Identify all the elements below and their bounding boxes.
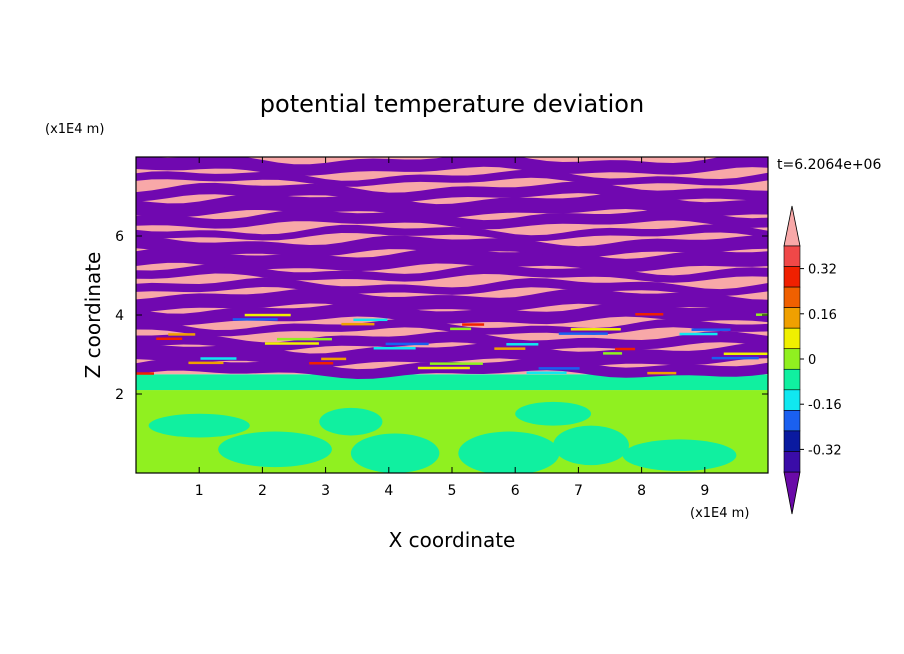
contour-streak: [450, 327, 472, 331]
mixed-layer-eddy: [622, 439, 737, 472]
contour-streak: [321, 357, 347, 361]
x-tick-label: 5: [448, 483, 457, 499]
mixed-layer-eddy: [458, 431, 560, 473]
contour-streak: [200, 357, 237, 360]
contour-streak: [417, 366, 470, 370]
colorbar: 0.32 0.16 0 -0.16 -0.32: [783, 205, 842, 515]
colorbar-box: [783, 451, 801, 473]
contour-streak: [691, 328, 731, 331]
colorbar-tick-label: 0.16: [808, 308, 837, 323]
colorbar-under-arrow: [783, 471, 801, 515]
contour-streak: [429, 362, 483, 365]
colorbar-box: [783, 348, 801, 370]
colorbar-tick-label: 0: [808, 353, 816, 368]
stratified-band: [136, 331, 768, 352]
stratified-band: [136, 288, 768, 313]
y-axis-title: Z coordinate: [81, 252, 105, 379]
stratified-band: [136, 208, 768, 230]
y-unit-label: (x1E4 m): [45, 122, 104, 137]
time-label: t=6.2064e+06: [777, 157, 881, 173]
x-axis-title: X coordinate: [389, 528, 516, 552]
contour-streak: [264, 342, 319, 345]
colorbar-box: [783, 430, 801, 452]
plot-area: [136, 157, 768, 473]
contour-streak: [385, 342, 429, 346]
contour-streak: [570, 328, 621, 331]
stratified-band: [136, 247, 768, 273]
colorbar-box: [783, 327, 801, 350]
stratified-band: [136, 277, 768, 297]
colorbar-box: [783, 286, 801, 308]
colorbar-over-arrow: [783, 205, 801, 247]
contour-streak: [635, 313, 664, 316]
colorbar-box: [783, 245, 801, 267]
colorbar-tick-label: -0.16: [808, 398, 842, 413]
contour-streak: [276, 337, 332, 341]
contour-streak: [232, 318, 278, 321]
colorbar-tick-label: 0.32: [808, 263, 837, 278]
x-unit-label: (x1E4 m): [690, 506, 749, 521]
colorbar-box: [783, 368, 801, 391]
x-tick-label: 8: [637, 483, 646, 499]
mixed-layer-eddy: [515, 401, 592, 426]
x-tick-label: 1: [195, 483, 204, 499]
contour-streak: [373, 346, 416, 350]
stratified-band: [136, 181, 768, 203]
contour-streak: [309, 362, 334, 365]
mixed-layer-eddy: [350, 433, 440, 473]
contour-streak: [156, 337, 183, 341]
contour-streak: [353, 318, 388, 322]
chart-title: potential temperature deviation: [260, 90, 644, 118]
transition-band: [136, 374, 768, 391]
contour-streak: [341, 322, 375, 326]
x-tick-label: 2: [258, 483, 267, 499]
contour-streak: [723, 352, 768, 356]
colorbar-box: [783, 307, 801, 329]
mixed-layer-eddy: [148, 413, 250, 438]
colorbar-box: [783, 389, 801, 411]
contour-streak: [615, 347, 636, 351]
x-tick-label: 9: [700, 483, 709, 499]
stratified-band: [136, 302, 768, 326]
contour-streak: [558, 332, 608, 335]
stratified-band: [136, 224, 768, 242]
contour-streak: [711, 356, 759, 360]
colorbar-box: [783, 410, 801, 432]
y-tick-label: 6: [115, 229, 124, 245]
contour-streak: [603, 352, 623, 355]
contour-streak: [526, 371, 567, 374]
mixed-layer-eddy: [319, 407, 383, 436]
stratified-band: [136, 157, 768, 176]
colorbar-box: [783, 266, 801, 288]
contour-streak: [136, 372, 154, 375]
contour-streak: [188, 361, 224, 365]
stratified-band: [136, 192, 768, 218]
contour-streak: [755, 313, 768, 316]
contour-streak: [244, 313, 291, 317]
stratified-band: [136, 169, 768, 187]
contour-streak: [538, 367, 580, 370]
contour-streak: [506, 343, 539, 346]
x-tick-label: 7: [574, 483, 583, 499]
x-tick-label: 4: [384, 483, 393, 499]
x-tick-label: 6: [511, 483, 520, 499]
y-tick-label: 2: [115, 387, 124, 403]
contour-streak: [494, 347, 526, 350]
contour-streak: [679, 332, 718, 336]
y-tick-label: 4: [115, 308, 124, 324]
x-axis: 1 2 3 4 5 6 7 8 9: [195, 157, 709, 499]
contour-streak: [168, 333, 196, 336]
mixed-layer-eddy: [218, 431, 332, 468]
mixed-layer-eddy: [553, 425, 629, 466]
contour-streak: [647, 371, 677, 375]
stratified-band: [136, 234, 768, 258]
colorbar-tick-label: -0.32: [808, 443, 842, 458]
stratified-band: [136, 342, 768, 368]
stratified-band: [136, 318, 768, 337]
x-tick-label: 3: [321, 483, 330, 499]
y-axis: 2 4 6: [115, 229, 768, 403]
contour-streak: [462, 323, 485, 326]
